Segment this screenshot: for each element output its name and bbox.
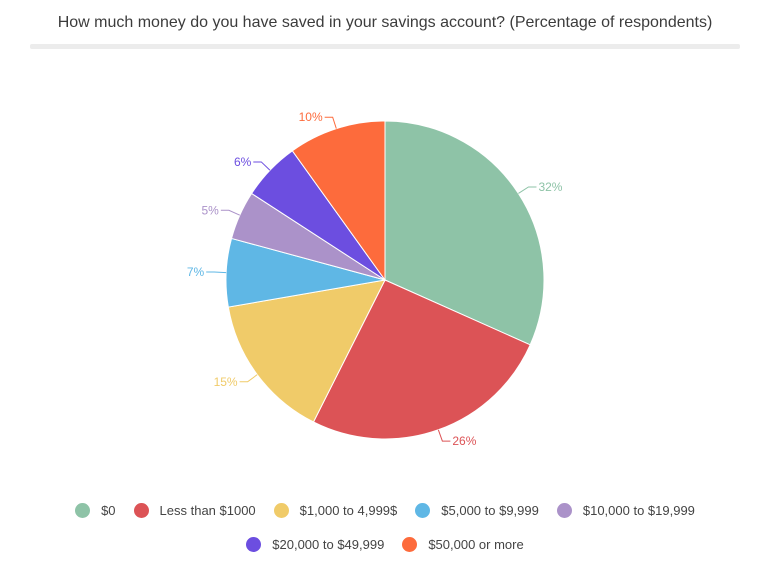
legend-item-5-000-to-9-999[interactable]: $5,000 to $9,999 bbox=[415, 503, 539, 518]
legend-swatch-icon bbox=[133, 503, 149, 518]
leader-line-less-than-1000 bbox=[437, 429, 451, 442]
slice-label-1-000-to-4-999: 15% bbox=[214, 375, 238, 389]
legend-item-1-000-to-4-999[interactable]: $1,000 to 4,999$ bbox=[273, 503, 398, 518]
leader-line-0 bbox=[518, 186, 537, 194]
title-divider bbox=[30, 44, 740, 49]
leader-line-1-000-to-4-999 bbox=[239, 374, 258, 383]
pie-slices bbox=[225, 120, 545, 440]
slice-label-0: 32% bbox=[538, 180, 562, 194]
slice-labels: 32% 26% 15% 7% 5% 6% 10% bbox=[187, 110, 563, 448]
slice-label-10-000-to-19-999: 5% bbox=[202, 203, 220, 217]
legend-item-0[interactable]: $0 bbox=[75, 503, 116, 518]
legend-item-50-000-or-more[interactable]: $50,000 or more bbox=[402, 537, 524, 552]
legend-swatch-icon bbox=[246, 537, 262, 552]
slice-label-50-000-or-more: 10% bbox=[299, 110, 323, 124]
legend-label: $50,000 or more bbox=[428, 537, 524, 552]
legend-label: $20,000 to $49,999 bbox=[272, 537, 385, 552]
leader-line-20-000-to-49-999 bbox=[253, 161, 271, 171]
legend-item-20-000-to-49-999[interactable]: $20,000 to $49,999 bbox=[246, 537, 384, 552]
leader-line-50-000-or-more bbox=[324, 116, 337, 129]
legend-label: $10,000 to $19,999 bbox=[582, 503, 695, 518]
legend-swatch-icon bbox=[415, 503, 431, 518]
slice-label-20-000-to-49-999: 6% bbox=[234, 155, 252, 169]
legend-swatch-icon bbox=[273, 503, 289, 518]
slice-label-less-than-1000: 26% bbox=[452, 434, 476, 448]
pie-slice-1-000-to-4-999[interactable] bbox=[227, 279, 386, 423]
pie-slice-less-than-1000[interactable] bbox=[312, 279, 531, 440]
leader-line-5-000-to-9-999 bbox=[206, 271, 227, 274]
legend-label: $0 bbox=[101, 503, 116, 518]
legend-row-2: $20,000 to $49,999 $50,000 or more bbox=[0, 537, 770, 552]
legend-label: $1,000 to 4,999$ bbox=[299, 503, 398, 518]
legend-item-10-000-to-19-999[interactable]: $10,000 to $19,999 bbox=[556, 503, 695, 518]
legend-swatch-icon bbox=[75, 503, 91, 518]
leader-line-10-000-to-19-999 bbox=[220, 209, 241, 216]
legend-swatch-icon bbox=[402, 537, 418, 552]
chart-title: How much money do you have saved in your… bbox=[57, 14, 713, 31]
legend-row-1: $0 Less than $1000 $1,000 to 4,999$ $5,000 … bbox=[0, 503, 770, 518]
pie-slice-0[interactable] bbox=[384, 120, 545, 346]
slice-label-5-000-to-9-999: 7% bbox=[187, 265, 205, 279]
label-leaders bbox=[206, 116, 537, 442]
legend-label: Less than $1000 bbox=[159, 503, 256, 518]
legend-label: $5,000 to $9,999 bbox=[441, 503, 539, 518]
legend-item-less-than-1000[interactable]: Less than $1000 bbox=[133, 503, 256, 518]
legend-swatch-icon bbox=[556, 503, 572, 518]
